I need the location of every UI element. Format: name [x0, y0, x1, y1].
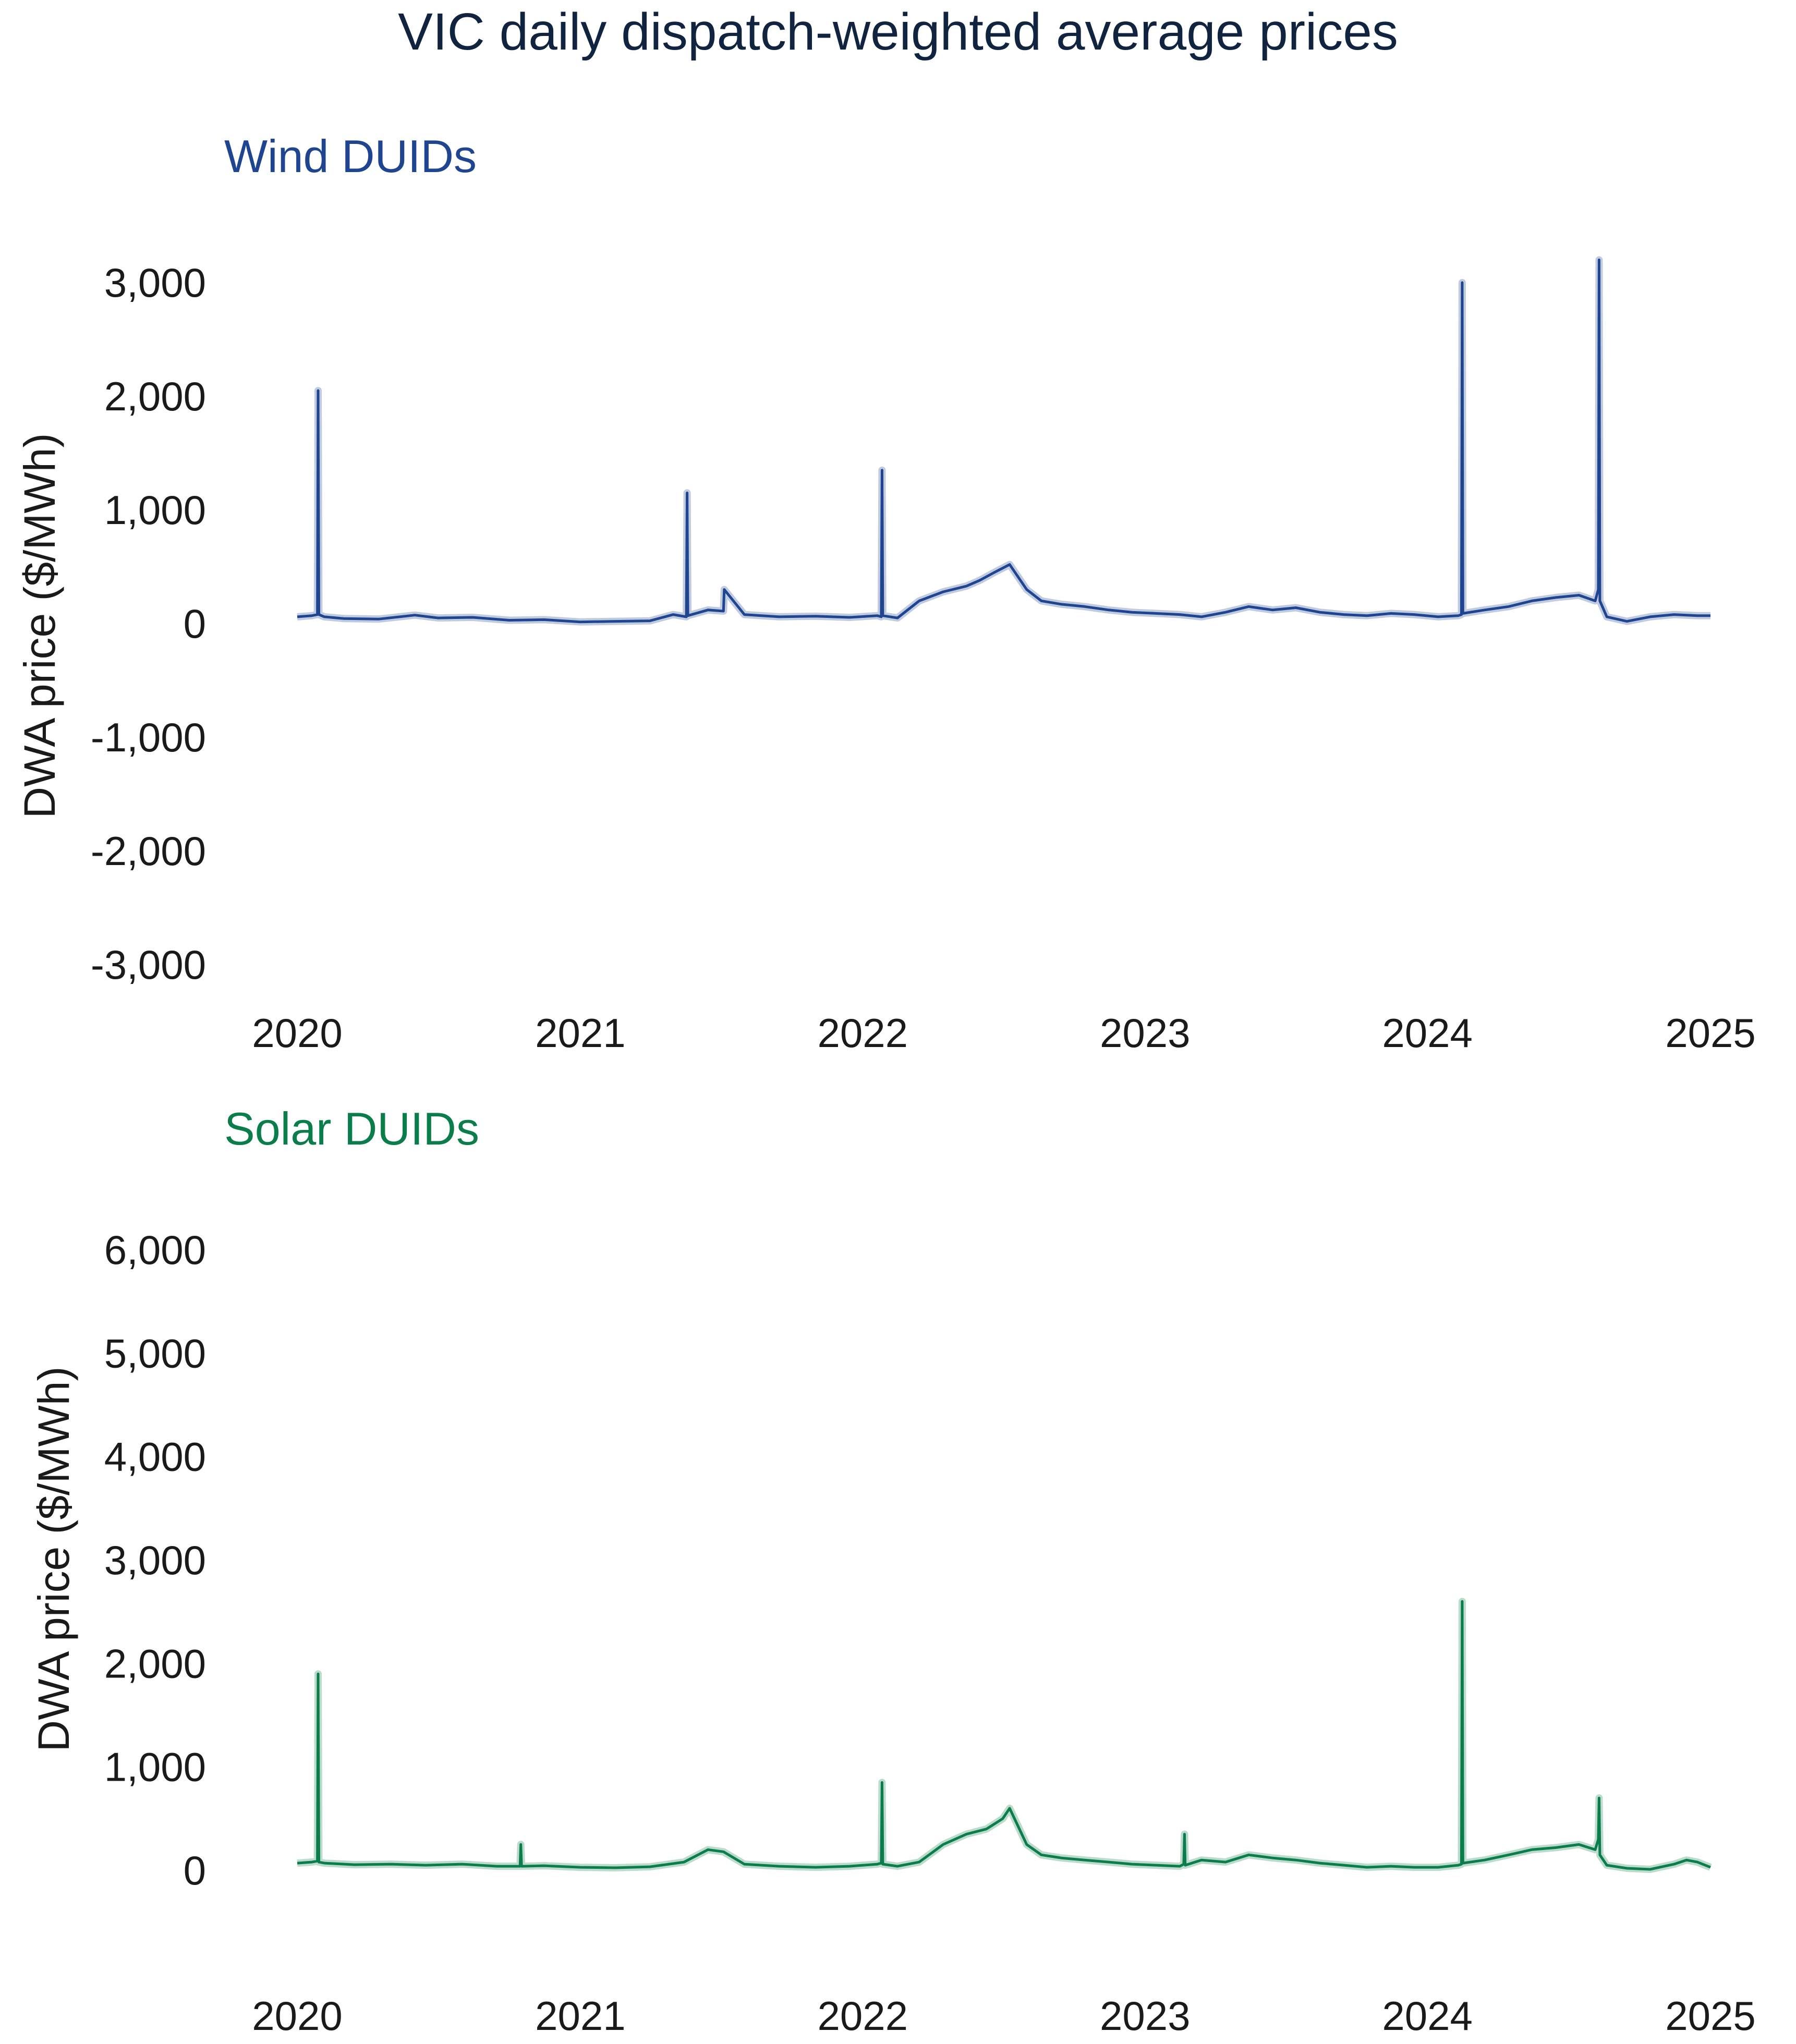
solar-y-axis-title: DWA price ($/MWh): [29, 1367, 78, 1752]
solar-y-tick-label: 2,000: [104, 1640, 206, 1686]
solar-x-tick-label: 2021: [535, 1993, 626, 2039]
wind-x-tick-label: 2024: [1382, 1010, 1473, 1056]
wind-x-ticks: 2020 2021 2022 2023 2024 2025: [252, 1010, 1756, 1056]
wind-y-tick-label: -3,000: [91, 942, 206, 988]
wind-x-tick-label: 2020: [252, 1010, 343, 1056]
wind-x-tick-label: 2023: [1100, 1010, 1191, 1056]
solar-y-tick-label: 5,000: [104, 1330, 206, 1376]
solar-y-tick-label: 1,000: [104, 1744, 206, 1790]
wind-x-tick-label: 2021: [535, 1010, 626, 1056]
solar-y-tick-label: 0: [184, 1847, 206, 1893]
wind-panel: Wind DUIDs DWA price ($/MWh) 3,000 2,000 1…: [15, 130, 1756, 1056]
wind-x-tick-label: 2025: [1665, 1010, 1756, 1056]
wind-y-tick-label: 2,000: [104, 373, 206, 419]
solar-y-tick-label: 3,000: [104, 1537, 206, 1583]
solar-x-tick-label: 2024: [1382, 1993, 1473, 2039]
solar-series-band: [297, 1598, 1712, 1873]
solar-series-line: [297, 1600, 1711, 1871]
solar-x-ticks: 2020 2021 2022 2023 2024 2025: [252, 1993, 1756, 2039]
solar-x-tick-label: 2020: [252, 1993, 343, 2039]
wind-y-ticks: 3,000 2,000 1,000 0 -1,000 -2,000 -3,000: [91, 260, 206, 988]
solar-x-tick-label: 2025: [1665, 1993, 1756, 2039]
figure-title: VIC daily dispatch-weighted average pric…: [398, 3, 1398, 61]
wind-y-tick-label: -1,000: [91, 714, 206, 760]
wind-series: [297, 256, 1710, 626]
wind-panel-title: Wind DUIDs: [224, 130, 477, 182]
wind-y-tick-label: 1,000: [104, 487, 206, 533]
wind-y-tick-label: -2,000: [91, 828, 206, 874]
solar-y-tick-label: 6,000: [104, 1227, 206, 1273]
solar-panel-title: Solar DUIDs: [224, 1103, 479, 1154]
wind-y-tick-label: 0: [184, 601, 206, 647]
wind-y-tick-label: 3,000: [104, 260, 206, 306]
solar-series: [297, 1598, 1712, 1873]
wind-x-tick-label: 2022: [818, 1010, 908, 1056]
solar-x-tick-label: 2022: [818, 1993, 908, 2039]
solar-x-tick-label: 2023: [1100, 1993, 1191, 2039]
wind-y-axis-title: DWA price ($/MWh): [15, 433, 64, 819]
solar-y-ticks: 6,000 5,000 4,000 3,000 2,000 1,000 0: [104, 1227, 206, 1893]
wind-series-line: [297, 258, 1710, 624]
solar-y-tick-label: 4,000: [104, 1434, 206, 1480]
solar-panel: Solar DUIDs DWA price ($/MWh) 6,000 5,000…: [29, 1103, 1756, 2039]
